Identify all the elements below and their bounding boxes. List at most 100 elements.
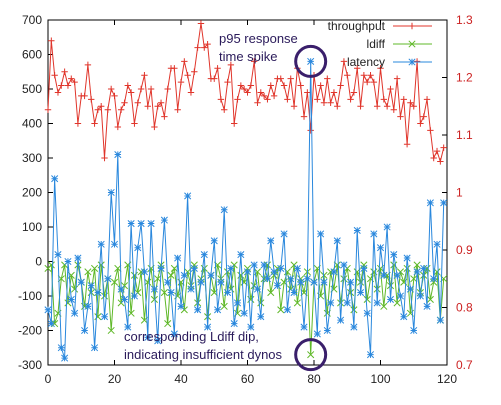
data-point-latency xyxy=(154,337,162,345)
data-point-throughput xyxy=(98,103,105,110)
y-right-tick-label: 0.7 xyxy=(456,358,473,372)
data-point-latency xyxy=(370,230,378,238)
annotation-circle xyxy=(294,44,328,78)
data-point-throughput xyxy=(68,75,75,82)
data-point-latency xyxy=(107,188,115,197)
data-point-throughput xyxy=(177,78,185,86)
data-point-latency xyxy=(340,261,348,269)
data-point-latency xyxy=(94,288,102,297)
data-point-latency xyxy=(223,288,232,297)
data-point-latency xyxy=(214,306,222,314)
data-point-ldiff xyxy=(94,313,102,321)
data-point-throughput xyxy=(324,75,331,82)
y-left-tick-label: 700 xyxy=(22,13,42,27)
data-point-ldiff xyxy=(164,320,172,328)
data-point-latency xyxy=(273,282,281,290)
data-point-ldiff xyxy=(137,268,145,276)
data-point-throughput xyxy=(280,82,288,89)
data-point-throughput xyxy=(91,120,98,127)
data-point-latency xyxy=(177,302,185,310)
data-point-throughput xyxy=(257,89,264,96)
data-point-throughput xyxy=(201,44,208,51)
data-point-latency xyxy=(257,313,265,321)
data-point-ldiff xyxy=(360,261,368,269)
data-point-ldiff xyxy=(413,261,421,269)
data-point-latency xyxy=(74,254,82,262)
data-point-latency xyxy=(436,316,444,324)
annotation-circle xyxy=(294,338,328,372)
data-point-throughput xyxy=(137,85,145,93)
data-point-latency xyxy=(396,292,405,300)
plot-frame-layer xyxy=(47,19,448,366)
data-point-throughput xyxy=(211,75,218,82)
data-point-ldiff xyxy=(194,299,202,307)
data-point-throughput xyxy=(144,103,151,110)
tick-layer: -300-200-10001002003004005006007000.70.8… xyxy=(18,13,473,386)
data-point-latency xyxy=(81,326,89,335)
data-point-throughput xyxy=(420,113,427,120)
data-point-ldiff xyxy=(293,299,301,307)
data-point-throughput xyxy=(390,106,397,113)
data-point-throughput xyxy=(197,20,205,27)
data-point-latency xyxy=(160,216,168,224)
data-point-throughput xyxy=(360,72,368,79)
data-point-throughput xyxy=(74,120,82,127)
data-point-ldiff xyxy=(270,271,278,279)
data-point-throughput xyxy=(141,72,148,79)
data-point-ldiff xyxy=(170,264,178,272)
data-point-latency xyxy=(277,264,285,272)
x-tick-label: 0 xyxy=(45,372,52,386)
data-point-throughput xyxy=(430,154,437,162)
data-point-latency xyxy=(420,264,428,272)
data-point-throughput xyxy=(317,82,324,89)
data-point-latency xyxy=(440,199,448,207)
data-point-ldiff xyxy=(420,271,428,279)
data-point-throughput xyxy=(84,61,92,69)
data-point-throughput xyxy=(393,75,401,82)
annotation-text: corresponding Ldiff dip, xyxy=(124,329,259,344)
data-point-ldiff xyxy=(90,264,99,272)
y-right-tick-label: 0.9 xyxy=(456,243,473,257)
data-point-throughput xyxy=(124,82,131,89)
data-point-latency xyxy=(297,278,305,286)
data-point-throughput xyxy=(403,141,411,148)
data-point-latency xyxy=(293,264,301,272)
data-point-latency xyxy=(323,326,331,335)
data-point-latency xyxy=(330,268,338,276)
legend-swatch-marker xyxy=(408,40,416,48)
data-point-throughput xyxy=(254,99,261,106)
data-point-throughput xyxy=(350,89,358,96)
data-point-throughput xyxy=(111,92,118,100)
data-point-throughput xyxy=(204,40,211,48)
y-right-tick-label: 1 xyxy=(456,186,463,200)
data-point-throughput xyxy=(231,120,238,127)
data-point-latency xyxy=(366,351,375,359)
y-left-tick-label: 100 xyxy=(22,220,42,234)
data-point-throughput xyxy=(191,68,198,75)
data-point-latency xyxy=(150,285,158,293)
data-point-latency xyxy=(300,323,308,331)
data-point-throughput xyxy=(217,96,225,103)
data-point-latency xyxy=(140,268,148,276)
data-point-throughput xyxy=(44,106,52,113)
data-point-throughput xyxy=(147,85,155,93)
data-point-latency xyxy=(204,323,212,331)
data-point-throughput xyxy=(121,99,128,106)
x-tick-label: 80 xyxy=(307,372,321,386)
data-point-throughput xyxy=(224,78,231,86)
legend-entry-latency: latency xyxy=(347,55,432,69)
data-point-latency xyxy=(403,254,411,262)
legend-label: throughput xyxy=(328,19,386,33)
data-point-throughput xyxy=(157,99,165,106)
data-point-throughput xyxy=(340,58,348,65)
data-point-throughput xyxy=(127,89,135,96)
data-point-latency xyxy=(64,257,72,266)
data-point-latency xyxy=(120,295,129,304)
data-point-latency xyxy=(270,268,278,276)
data-point-throughput xyxy=(284,96,291,103)
data-point-latency xyxy=(353,226,361,235)
data-point-throughput xyxy=(417,120,424,127)
data-point-latency xyxy=(194,306,202,314)
data-point-throughput xyxy=(307,127,314,134)
